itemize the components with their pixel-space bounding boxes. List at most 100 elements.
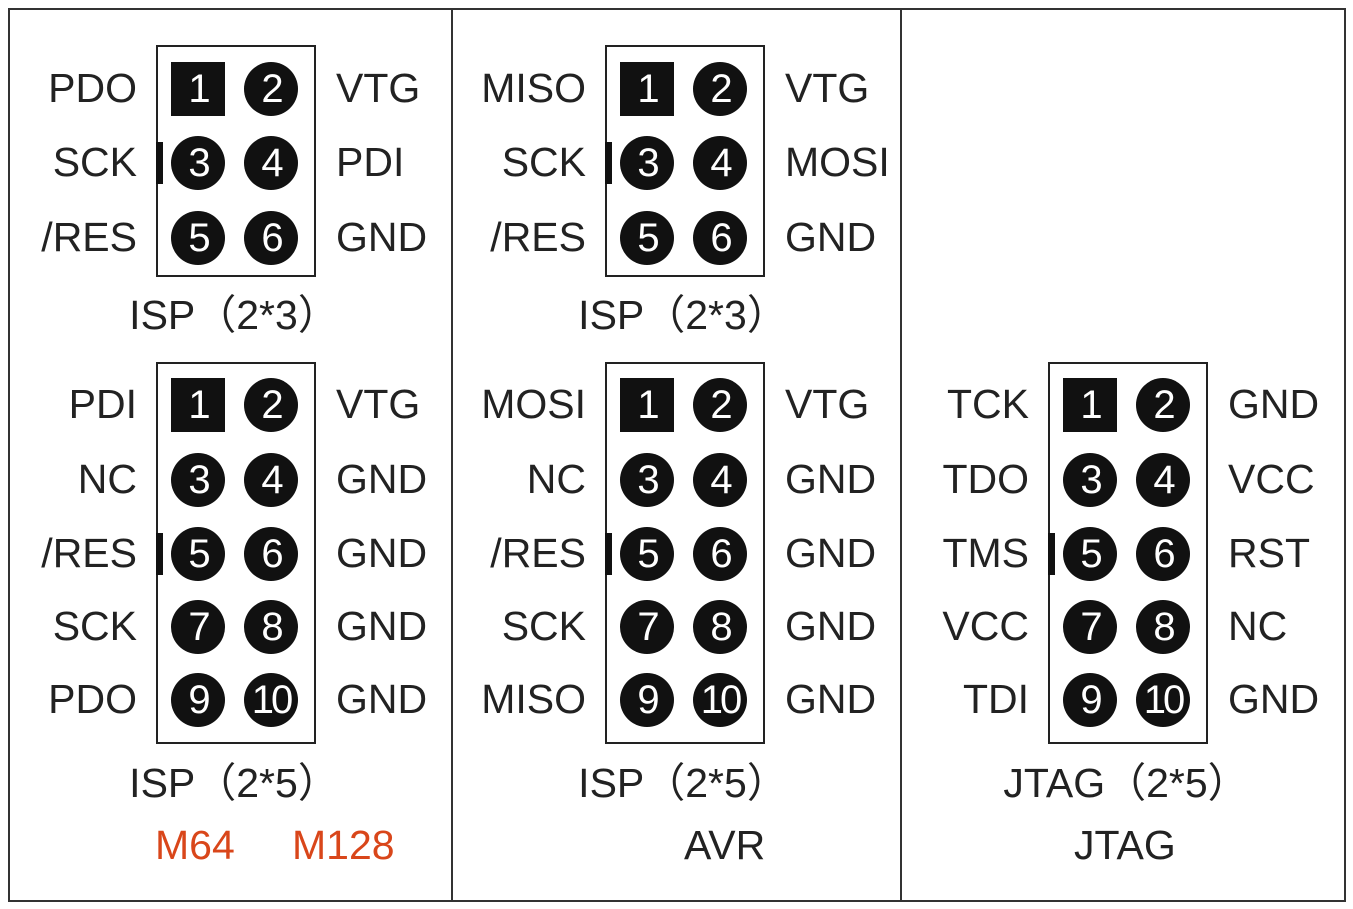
pin-label-right: VCC — [1228, 456, 1315, 502]
pin-4: 4 — [693, 453, 747, 507]
pin-label-left: SCK — [52, 139, 137, 185]
pin-3: 3 — [1063, 453, 1117, 507]
device-label: AVR — [684, 822, 766, 868]
pin-label-right: GND — [1228, 381, 1320, 427]
pin-label-right: GND — [336, 214, 428, 260]
pin-4: 4 — [1136, 453, 1190, 507]
pin-9: 9 — [620, 673, 674, 727]
pin-5: 5 — [171, 211, 225, 265]
pin-1: 1 — [171, 378, 225, 432]
polarity-key-mark — [605, 142, 612, 184]
pin-label-left: /RES — [41, 530, 137, 576]
pin-label-right: RST — [1228, 530, 1310, 576]
pin-5: 5 — [171, 527, 225, 581]
pin-5: 5 — [1063, 527, 1117, 581]
pin-label-left: PDI — [68, 381, 137, 427]
pin-label-left: SCK — [501, 139, 586, 185]
pin-9: 9 — [1063, 673, 1117, 727]
pin-label-right: GND — [336, 456, 428, 502]
pin-label-left: TDI — [962, 676, 1029, 722]
connector-caption: ISP（2*3） — [578, 292, 788, 338]
pin-label-left: MISO — [481, 676, 586, 722]
pin-1: 1 — [1063, 378, 1117, 432]
pin-label-left: NC — [77, 456, 137, 502]
pin-3: 3 — [620, 453, 674, 507]
pin-3: 3 — [171, 136, 225, 190]
pin-8: 8 — [244, 600, 298, 654]
pin-label-left: NC — [526, 456, 586, 502]
outer-frame — [8, 8, 1346, 902]
panel-divider — [451, 8, 453, 902]
pin-label-right: GND — [1228, 676, 1320, 722]
pin-2: 2 — [693, 62, 747, 116]
pin-label-left: TMS — [942, 530, 1029, 576]
polarity-key-mark — [1048, 533, 1055, 575]
pin-10: 10 — [693, 673, 747, 727]
pin-label-left: /RES — [490, 214, 586, 260]
polarity-key-mark — [156, 533, 163, 575]
pin-5: 5 — [620, 211, 674, 265]
pin-label-right: GND — [785, 456, 877, 502]
pin-6: 6 — [1136, 527, 1190, 581]
pin-4: 4 — [244, 136, 298, 190]
pin-label-left: MISO — [481, 65, 586, 111]
pin-9: 9 — [171, 673, 225, 727]
pin-label-left: VCC — [942, 603, 1029, 649]
polarity-key-mark — [605, 533, 612, 575]
connector-caption: JTAG（2*5） — [1003, 760, 1249, 806]
pin-2: 2 — [693, 378, 747, 432]
pin-7: 7 — [171, 600, 225, 654]
pin-label-right: PDI — [336, 139, 405, 185]
pin-label-left: PDO — [48, 676, 137, 722]
pin-label-right: GND — [336, 530, 428, 576]
pin-label-right: VTG — [336, 65, 421, 111]
pin-label-right: GND — [336, 676, 428, 722]
pin-label-right: GND — [785, 214, 877, 260]
pin-label-left: MOSI — [481, 381, 586, 427]
pin-5: 5 — [620, 527, 674, 581]
pin-6: 6 — [693, 527, 747, 581]
pin-7: 7 — [620, 600, 674, 654]
pin-1: 1 — [171, 62, 225, 116]
panel-divider — [900, 8, 902, 902]
pin-10: 10 — [1136, 673, 1190, 727]
pin-label-left: TDO — [942, 456, 1029, 502]
pin-label-right: GND — [336, 603, 428, 649]
pin-label-right: GND — [785, 530, 877, 576]
pin-6: 6 — [693, 211, 747, 265]
device-label: JTAG — [1074, 822, 1176, 868]
pin-6: 6 — [244, 211, 298, 265]
device-label: M64 — [155, 822, 235, 868]
pin-label-left: /RES — [41, 214, 137, 260]
device-label: M128 — [292, 822, 395, 868]
pin-3: 3 — [171, 453, 225, 507]
connector-caption: ISP（2*5） — [129, 760, 339, 806]
pin-8: 8 — [693, 600, 747, 654]
pin-label-right: VTG — [785, 381, 870, 427]
pin-1: 1 — [620, 62, 674, 116]
polarity-key-mark — [156, 142, 163, 184]
pin-label-left: SCK — [501, 603, 586, 649]
pin-label-left: TCK — [947, 381, 1029, 427]
pin-2: 2 — [1136, 378, 1190, 432]
pin-2: 2 — [244, 378, 298, 432]
pin-label-left: /RES — [490, 530, 586, 576]
pin-4: 4 — [244, 453, 298, 507]
pin-1: 1 — [620, 378, 674, 432]
pin-2: 2 — [244, 62, 298, 116]
connector-caption: ISP（2*3） — [129, 292, 339, 338]
pin-7: 7 — [1063, 600, 1117, 654]
pin-8: 8 — [1136, 600, 1190, 654]
pin-label-right: VTG — [336, 381, 421, 427]
pin-label-right: GND — [785, 603, 877, 649]
pin-label-right: GND — [785, 676, 877, 722]
pin-label-right: MOSI — [785, 139, 890, 185]
pin-label-left: PDO — [48, 65, 137, 111]
pin-6: 6 — [244, 527, 298, 581]
pin-10: 10 — [244, 673, 298, 727]
pin-3: 3 — [620, 136, 674, 190]
pin-label-left: SCK — [52, 603, 137, 649]
pin-4: 4 — [693, 136, 747, 190]
connector-caption: ISP（2*5） — [578, 760, 788, 806]
